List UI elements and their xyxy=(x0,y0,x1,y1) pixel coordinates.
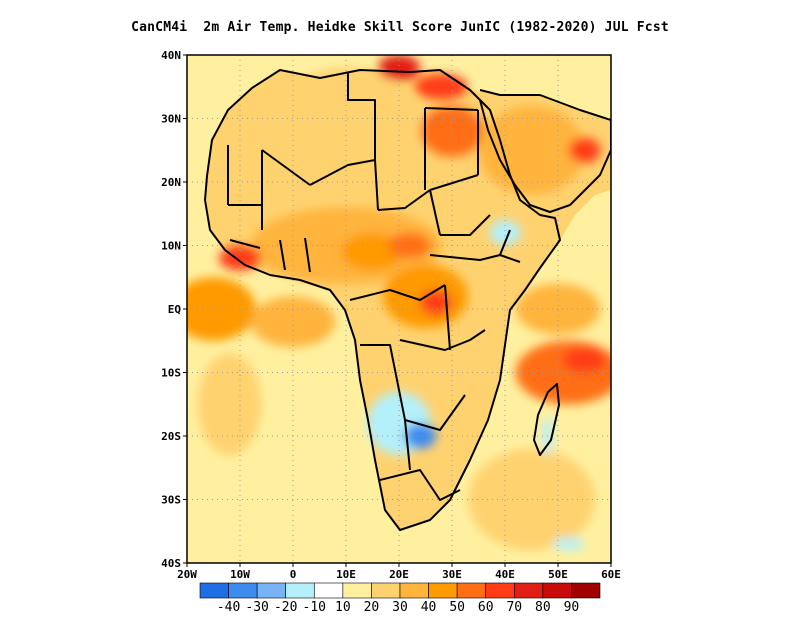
colorbar-swatch xyxy=(313,582,344,599)
lon-tick-label: 30E xyxy=(442,568,462,581)
skill-region-0 xyxy=(271,67,421,195)
colorbar-swatch xyxy=(485,582,515,599)
skill-region-23 xyxy=(552,537,585,551)
skill-region-20 xyxy=(404,423,437,449)
colorbar-swatch xyxy=(428,582,458,599)
lon-tick-label: 20E xyxy=(389,568,409,581)
skill-region-18 xyxy=(467,448,596,551)
country-border xyxy=(279,239,286,271)
skill-region-17 xyxy=(197,353,262,456)
colorbar-swatch xyxy=(228,582,258,599)
lon-tick-label: 10W xyxy=(230,568,250,581)
colorbar-label: 40 xyxy=(421,600,437,615)
lat-tick-label: 20N xyxy=(161,176,181,189)
colorbar-swatch xyxy=(456,582,487,599)
country-border xyxy=(304,237,311,273)
lat-tick-label: 40N xyxy=(161,49,181,62)
country-border xyxy=(309,159,376,186)
country-border xyxy=(347,72,376,160)
country-border xyxy=(377,189,431,211)
colorbar-label: -30 xyxy=(245,600,268,615)
colorbar-label: 30 xyxy=(392,600,408,615)
colorbar-label: 80 xyxy=(535,600,551,615)
colorbar-swatch xyxy=(513,582,544,599)
lon-tick-label: 0 xyxy=(290,568,297,581)
skill-region-1 xyxy=(420,105,484,157)
skill-region-13 xyxy=(250,296,336,348)
country-border xyxy=(229,239,261,249)
skill-region-8 xyxy=(340,232,405,271)
colorbar-swatch xyxy=(285,582,315,599)
colorbar-swatch xyxy=(199,582,229,599)
skill-region-11 xyxy=(420,289,452,316)
country-border xyxy=(404,394,466,431)
country-border xyxy=(349,284,446,301)
colorbar-label: -40 xyxy=(217,600,240,615)
country-border xyxy=(499,229,511,256)
colorbar-label: 90 xyxy=(564,600,580,615)
skill-region-14 xyxy=(515,340,611,405)
colorbar-label: 20 xyxy=(364,600,380,615)
country-border xyxy=(429,174,479,191)
colorbar-swatch xyxy=(542,582,572,599)
country-border xyxy=(399,329,486,351)
skill-region-3 xyxy=(377,55,421,81)
skill-region-5 xyxy=(568,137,601,163)
lat-tick-label: EQ xyxy=(168,303,182,316)
colorbar-label: -20 xyxy=(274,600,297,615)
colorbar-label: 10 xyxy=(335,600,351,615)
madagascar-outline xyxy=(533,383,560,456)
skill-region-15 xyxy=(563,347,606,373)
country-border xyxy=(429,254,521,263)
skill-region-7 xyxy=(218,245,262,271)
lat-tick-label: 10N xyxy=(161,240,181,253)
country-border xyxy=(374,159,379,211)
figure-title: CanCM4i 2m Air Temp. Heidke Skill Score … xyxy=(131,20,669,35)
colorbar-label: 50 xyxy=(449,600,465,615)
colorbar-label: 70 xyxy=(506,600,522,615)
colorbar-swatch xyxy=(399,582,429,599)
colorbar-swatch xyxy=(371,582,401,599)
country-border xyxy=(479,89,611,213)
country-border xyxy=(360,344,411,471)
lon-tick-label: 50E xyxy=(548,568,568,581)
lat-tick-label: 30N xyxy=(161,113,181,126)
colorbar-label: 60 xyxy=(478,600,494,615)
lat-tick-label: 20S xyxy=(161,430,181,443)
skill-region-12 xyxy=(187,277,256,341)
country-border xyxy=(444,284,451,351)
lat-tick-label: 30S xyxy=(161,494,181,507)
lon-tick-label: 20W xyxy=(177,568,197,581)
lon-tick-label: 10E xyxy=(336,568,356,581)
colorbar-swatch xyxy=(571,582,601,599)
colorbar-swatch xyxy=(256,582,287,599)
lat-tick-label: 10S xyxy=(161,367,181,380)
skill-region-2 xyxy=(414,74,468,100)
colorbar-swatch xyxy=(342,582,372,599)
skill-region-4 xyxy=(478,105,585,195)
colorbar-label: -10 xyxy=(303,600,326,615)
country-border xyxy=(424,107,479,111)
country-border xyxy=(429,189,441,236)
country-border xyxy=(440,214,491,236)
country-border xyxy=(204,69,561,531)
skill-region-9 xyxy=(388,232,431,259)
lon-tick-label: 60E xyxy=(601,568,621,581)
lat-tick-label: 40S xyxy=(161,557,181,570)
country-border xyxy=(261,149,311,186)
country-border xyxy=(379,469,461,501)
lon-tick-label: 40E xyxy=(495,568,515,581)
skill-region-21 xyxy=(489,220,521,246)
